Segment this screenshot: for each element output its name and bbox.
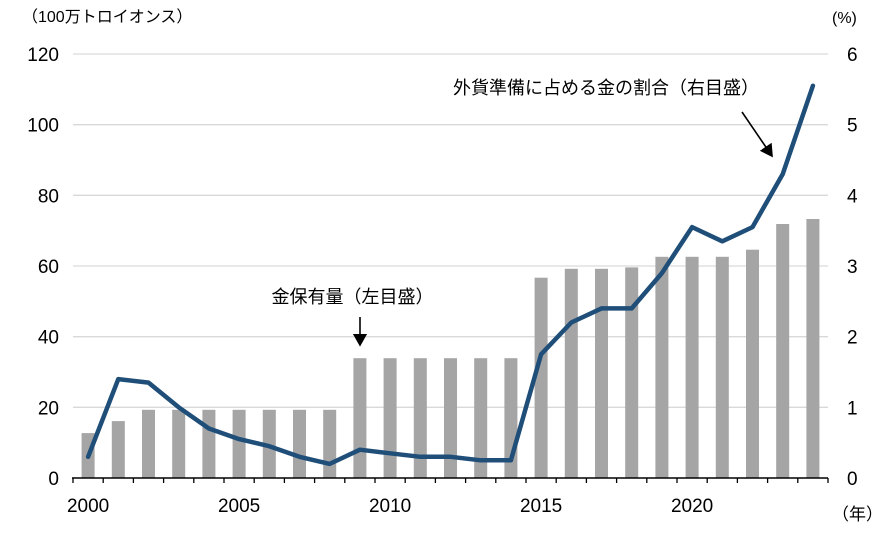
axis-labels-group: 0 20 40 60 80 100 120 0 1 2 3 4 5 6 2000 2005 2010 2015 20… [27,45,858,517]
x-axis-unit-label: （年） [832,505,883,524]
x-axis-tick-label: 2020 [671,496,713,517]
right-axis-tick-label: 6 [847,45,858,66]
bar-2011 [413,358,427,478]
left-axis-tick-label: 40 [38,328,59,349]
bar-2004 [202,409,216,478]
left-axis-tick-label: 100 [27,116,59,137]
bar-2015 [534,277,548,478]
line-series-group [85,83,816,467]
axes-group [72,477,829,483]
left-axis-tick-label: 60 [38,257,59,278]
x-axis-tick-label: 2015 [520,496,562,517]
right-axis-tick-label: 5 [847,116,858,137]
x-axis-tick-label: 2000 [67,496,109,517]
line-annotation-arrow [741,111,773,158]
bar-2005 [232,409,246,478]
gridlines-group [73,53,828,408]
bar-2017 [595,268,608,478]
bar-2024 [806,219,820,478]
bar-2016 [564,268,578,478]
bar-2023 [776,224,790,478]
bar-2021 [715,256,729,478]
left-axis-tick-label: 0 [48,469,59,490]
bar-2008 [323,409,337,478]
left-axis-tick-label: 80 [38,186,59,207]
bar-2018 [625,267,639,478]
bar-2009 [353,358,367,478]
bar-2010 [383,358,397,478]
bar-2007 [293,409,306,478]
bar-2001 [111,421,125,478]
right-axis-unit-label: (%) [832,10,857,27]
bar-2003 [172,409,186,478]
left-axis-unit-label: （100万トロイオンス） [22,9,193,26]
right-axis-tick-label: 4 [847,186,858,207]
bar-2022 [746,249,759,478]
x-axis-tick-label: 2005 [218,496,260,517]
right-axis-tick-label: 0 [847,469,858,490]
line-series-annotation-label: 外貨準備に占める金の割合（右目盛） [453,78,759,98]
bar-2002 [142,409,155,478]
bar-series-group [81,219,820,478]
bar-series-annotation-label: 金保有量（左目盛） [271,287,434,307]
x-axis-tick-label: 2010 [369,496,411,517]
bar-2013 [474,358,488,478]
right-axis-tick-label: 2 [847,328,858,349]
right-axis-tick-label: 3 [847,257,858,278]
gold-share-line [85,83,816,467]
bar-2020 [685,256,699,478]
bar-2019 [655,256,669,478]
left-axis-tick-label: 20 [38,398,59,419]
annotation-arrows-group [352,111,773,347]
left-axis-tick-label: 120 [27,45,59,66]
right-axis-tick-label: 1 [847,398,858,419]
bar-2012 [444,358,457,478]
